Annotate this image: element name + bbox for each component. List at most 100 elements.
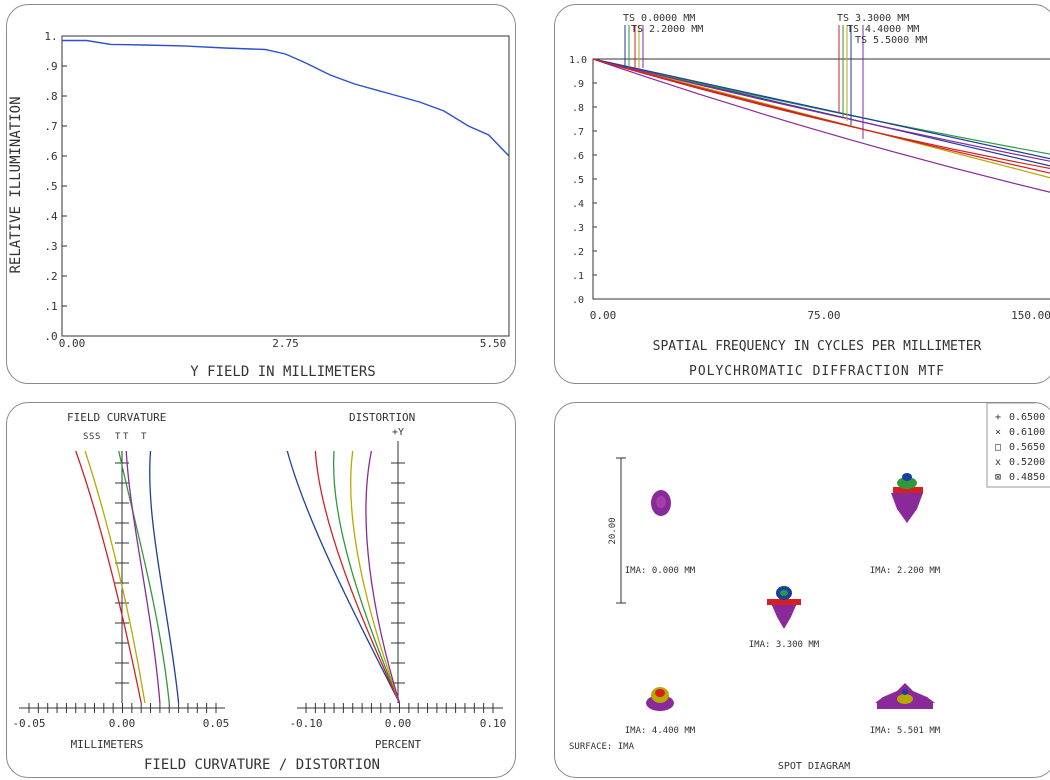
- spot-shape: [656, 496, 666, 508]
- field-label-ts-4-4: TS 4.4000 MM: [847, 24, 919, 35]
- mtf-chart: .0.1.2.3.4.5.6.7.8.91.0 0.00 75.00 150.00 …: [569, 13, 1050, 379]
- panel-title: SPOT DIAGRAM: [778, 761, 850, 772]
- curve: [314, 450, 401, 704]
- plot-frame: [61, 35, 510, 337]
- dist-x-axis-label: PERCENT: [375, 738, 422, 751]
- y-tick-label: .9: [572, 79, 584, 90]
- y-tick-label: 1.: [44, 30, 57, 43]
- x-tick-label: 0.00: [590, 309, 617, 322]
- field-marker-lines: [624, 25, 864, 139]
- distortion-y-label: +Y: [392, 427, 404, 438]
- st-label: T: [115, 432, 121, 442]
- curve: [332, 450, 401, 704]
- spot-patterns: [646, 473, 935, 711]
- legend-symbol: x: [995, 457, 1001, 468]
- fc-x-axis-label: MILLIMETERS: [71, 738, 144, 751]
- curve: [365, 450, 401, 704]
- field-label-ts-2-2: TS 2.2000 MM: [631, 24, 703, 35]
- spot-shape: [902, 473, 912, 481]
- spot-shape: [897, 694, 913, 704]
- mtf-curves: [592, 58, 1050, 193]
- legend-rows: +0.6500 × 0.6100 □ 0.5650 x 0.5200 ⊠ 0.4850: [995, 412, 1045, 483]
- x-tick-label: 75.00: [807, 309, 840, 322]
- curve: [149, 450, 180, 704]
- x-tick-label: 2.75: [272, 337, 299, 350]
- panel-title: FIELD CURVATURE / DISTORTION: [144, 757, 380, 773]
- dist-x-tick-left: -0.10: [289, 717, 322, 730]
- curve: [118, 450, 170, 704]
- fc-x-tick-left: -0.05: [12, 717, 45, 730]
- y-tick-label: .3: [572, 223, 584, 234]
- y-tick-label: .8: [44, 90, 57, 103]
- legend-symbol: □: [995, 442, 1001, 453]
- spot-shape: [877, 703, 933, 709]
- spot-shape: [767, 599, 801, 605]
- relative-illumination-chart: .0 .1 .2 .3 .4 .5 .6 .7 .8 .9 1. 0.00 2.75 5.50 RELA…: [8, 30, 510, 380]
- spot-label-5-5: IMA: 5.501 MM: [870, 726, 941, 736]
- field-label-ts-0: TS 0.0000 MM: [623, 13, 695, 24]
- dist-x-tick-right: 0.10: [480, 717, 507, 730]
- curve: [84, 450, 146, 704]
- legend-value: 0.5200: [1009, 457, 1045, 468]
- field-label-ts-3-3: TS 3.3000 MM: [837, 13, 909, 24]
- st-label: S: [95, 432, 100, 442]
- spot-shape: [655, 689, 665, 697]
- y-tick-label: .0: [44, 330, 57, 343]
- legend-value: 0.4850: [1009, 472, 1045, 483]
- x-tick-label: 150.00: [1011, 309, 1050, 322]
- y-tick-label: .8: [572, 103, 584, 114]
- wavelength-legend: [986, 403, 1050, 488]
- y-tick-label: .2: [572, 247, 584, 258]
- y-axis-label: RELATIVE ILLUMINATION: [8, 96, 24, 273]
- y-tick-label: .3: [44, 240, 57, 253]
- distortion-curves: [286, 450, 401, 704]
- chart-title: POLYCHROMATIC DIFFRACTION MTF: [689, 364, 945, 379]
- y-tick-label: .4: [44, 210, 58, 223]
- distortion-title: DISTORTION: [349, 411, 415, 424]
- y-tick-labels: .0 .1 .2 .3 .4 .5 .6 .7 .8 .9 1.: [44, 30, 67, 343]
- st-label: T: [123, 432, 129, 442]
- st-label: S: [83, 432, 88, 442]
- mtf-curve: [592, 58, 1050, 162]
- y-tick-label: .5: [572, 175, 584, 186]
- curve: [350, 450, 401, 704]
- spot-label-2-2: IMA: 2.200 MM: [870, 566, 941, 576]
- curve: [75, 450, 142, 704]
- y-tick-labels: .0 .1 .2 .3 .4 .5 .6 .7 .8 .9 1.0: [569, 55, 597, 306]
- y-tick-label: .5: [44, 180, 57, 193]
- st-label: S: [89, 432, 94, 442]
- curve: [286, 450, 401, 704]
- axis-ticks: [28, 462, 494, 713]
- legend-symbol: +: [995, 412, 1001, 423]
- illumination-curve: [62, 39, 510, 157]
- st-label: T: [141, 432, 147, 442]
- field-curvature-curves: [75, 450, 180, 704]
- spot-label-3-3: IMA: 3.300 MM: [749, 640, 820, 650]
- legend-value: 0.6100: [1009, 427, 1045, 438]
- spot-shape: [893, 487, 923, 493]
- y-tick-label: .9: [44, 60, 57, 73]
- y-tick-label: .0: [572, 295, 584, 306]
- x-tick-labels: 0.00 2.75 5.50: [59, 337, 507, 350]
- y-tick-label: .6: [44, 150, 57, 163]
- y-tick-label: .6: [572, 151, 584, 162]
- y-tick-label: .1: [44, 300, 57, 313]
- spot-shape: [902, 689, 908, 695]
- mtf-panel: .0.1.2.3.4.5.6.7.8.9 1.0 0.00 75.00 150.00 …: [554, 4, 1050, 384]
- x-tick-labels: 0.00 75.00 150.00: [590, 309, 1050, 322]
- mtf-curve: [592, 58, 1050, 174]
- dist-x-tick-center: 0.00: [385, 717, 412, 730]
- spot-diagram-panel: 20.00 IMA: 0.000 MM IMA: 2.200 MM IMA: 3…: [554, 402, 1050, 778]
- y-tick-label: .7: [44, 120, 57, 133]
- fc-x-tick-center: 0.00: [109, 717, 136, 730]
- spot-shape: [780, 590, 788, 596]
- field-curvature-title: FIELD CURVATURE: [67, 411, 166, 424]
- legend-symbol: ⊠: [995, 472, 1001, 483]
- x-tick-label: 5.50: [480, 337, 507, 350]
- x-axis-label: Y FIELD IN MILLIMETERS: [190, 364, 375, 380]
- scale-bar-label: 20.00: [608, 517, 618, 544]
- spot-shape: [891, 493, 923, 523]
